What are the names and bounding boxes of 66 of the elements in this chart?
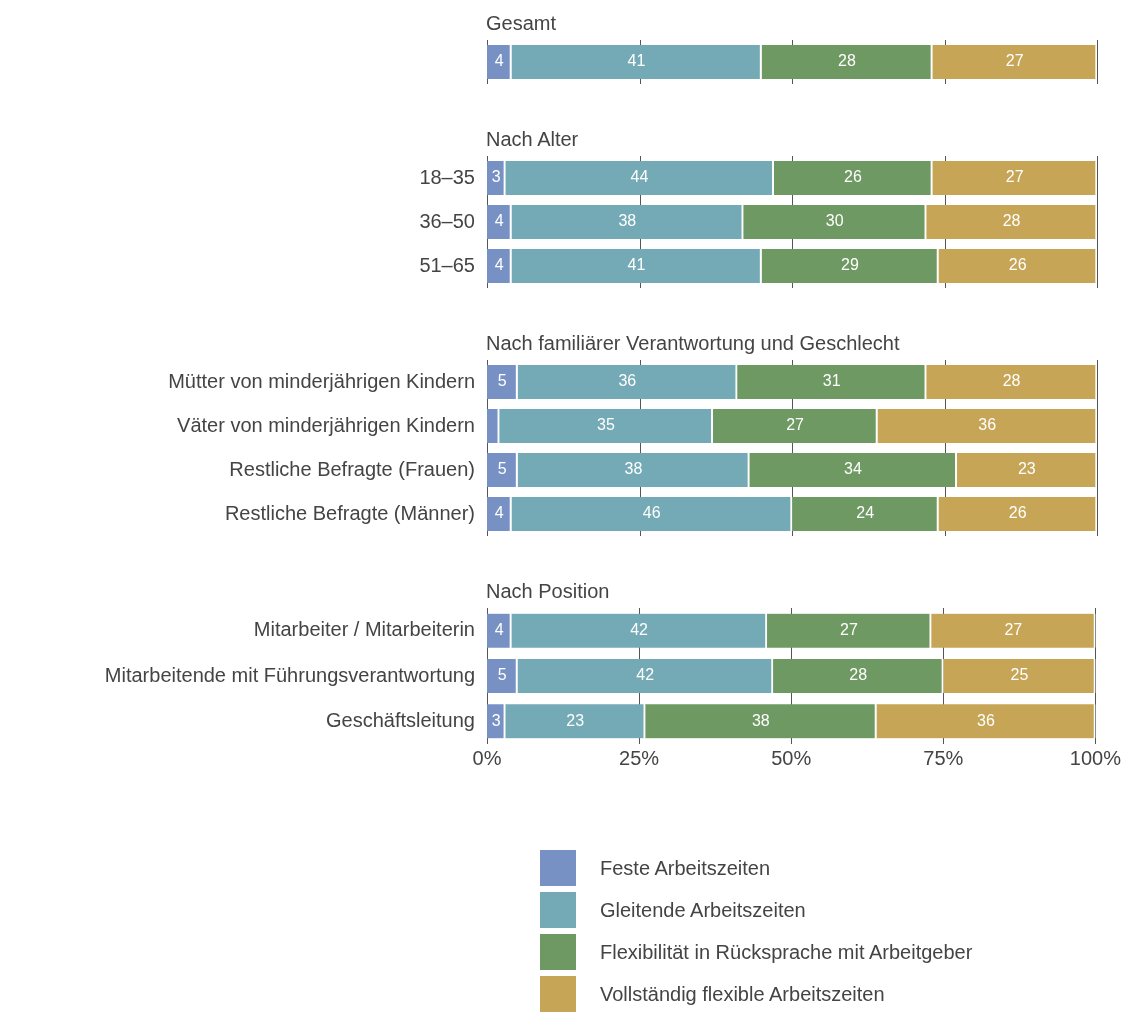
y-tick-label: 51–65 — [419, 253, 475, 276]
y-tick-label: Mütter von minderjährigen Kindern — [168, 369, 475, 392]
data-label: 28 — [1002, 212, 1021, 230]
y-tick-label: Mitarbeitende mit Führungsverantwortung — [104, 663, 475, 686]
data-label: 38 — [751, 711, 770, 729]
y-tick-label: Restliche Befragte (Frauen) — [229, 457, 475, 480]
data-label: 25 — [1010, 666, 1029, 684]
data-label: 27 — [1005, 168, 1024, 186]
data-label: 3 — [491, 711, 501, 729]
data-label: 34 — [844, 460, 862, 478]
data-label: 23 — [566, 711, 585, 729]
y-tick-label: Mitarbeiter / Mitarbeiterin — [253, 618, 475, 641]
data-label: 46 — [642, 504, 661, 522]
data-label: 4 — [494, 504, 504, 522]
chart-title: Nach familiärer Verantwortung und Geschlecht — [486, 331, 901, 356]
x-tick-label: 25% — [619, 746, 660, 769]
data-label: 4 — [494, 212, 504, 230]
data-label: 27 — [1005, 52, 1024, 70]
data-label: 36 — [618, 372, 637, 390]
data-label: 23 — [1017, 460, 1036, 478]
legend-label: Flexibilität in Rücksprache mit Arbeitgeber — [600, 940, 973, 964]
data-label: 41 — [627, 52, 646, 70]
y-tick-label: 18–35 — [419, 165, 475, 188]
data-label: 26 — [1008, 256, 1027, 274]
y-tick-label: 36–50 — [419, 209, 475, 232]
x-tick-label: 100% — [1069, 746, 1122, 769]
data-label: 26 — [844, 168, 862, 186]
data-label: 38 — [624, 460, 643, 478]
data-label: 27 — [1004, 621, 1023, 639]
data-label: 4 — [494, 256, 504, 274]
data-label: 36 — [977, 711, 995, 729]
data-label: 38 — [618, 212, 637, 230]
data-label: 28 — [1002, 372, 1021, 390]
legend-label: Vollständig flexible Arbeitszeiten — [600, 982, 885, 1006]
chart-title: Nach Position — [486, 579, 611, 604]
y-tick-label: Väter von minderjährigen Kindern — [177, 413, 475, 436]
data-label: 5 — [497, 666, 507, 684]
data-label: 27 — [786, 416, 805, 434]
x-tick-label: 0% — [472, 746, 502, 769]
data-label: 4 — [494, 52, 504, 70]
data-label: 35 — [597, 416, 615, 434]
chart-title: Gesamt — [486, 11, 558, 36]
data-label: 28 — [849, 666, 868, 684]
legend-label: Feste Arbeitszeiten — [600, 856, 771, 880]
data-label: 29 — [841, 256, 859, 274]
data-label: 5 — [497, 372, 507, 390]
y-tick-label: Geschäftsleitung — [326, 708, 475, 731]
data-label: 28 — [838, 52, 856, 70]
data-label: 24 — [856, 504, 875, 522]
data-label: 44 — [630, 168, 649, 186]
data-label: 31 — [822, 372, 841, 390]
legend-label: Gleitende Arbeitszeiten — [600, 898, 806, 922]
data-label: 26 — [1008, 504, 1027, 522]
chart-title: Nach Alter — [486, 127, 580, 152]
data-label: 27 — [840, 621, 859, 639]
data-label: 41 — [627, 256, 646, 274]
x-tick-label: 50% — [771, 746, 812, 769]
data-label: 3 — [491, 168, 501, 186]
data-label: 4 — [494, 621, 504, 639]
data-label: 36 — [978, 416, 997, 434]
data-label: 5 — [497, 460, 507, 478]
y-tick-label: Restliche Befragte (Männer) — [224, 501, 475, 524]
data-label: 42 — [630, 621, 649, 639]
x-tick-label: 75% — [923, 746, 964, 769]
data-label: 30 — [825, 212, 844, 230]
data-label: 42 — [636, 666, 655, 684]
